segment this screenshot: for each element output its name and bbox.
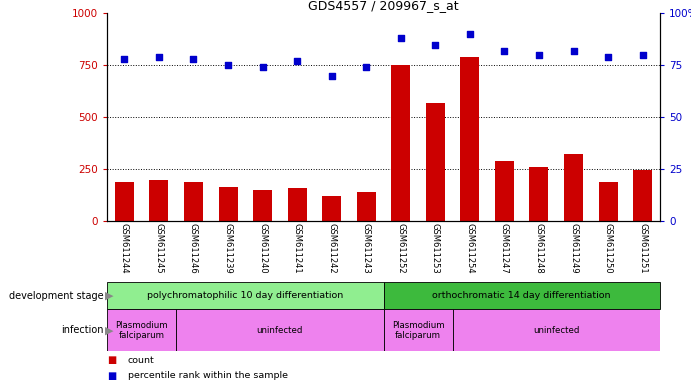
Bar (149, 180, 169, 221)
Bar (115, 182, 134, 221)
Text: GSM611246: GSM611246 (189, 223, 198, 273)
Text: GSM611251: GSM611251 (638, 223, 647, 273)
Text: GSM611244: GSM611244 (120, 223, 129, 273)
Text: GSM611253: GSM611253 (430, 223, 440, 273)
Bar (453, 309, 660, 351)
Text: ▶: ▶ (105, 325, 113, 335)
Bar (495, 161, 514, 221)
Point (395, 35, 406, 41)
Point (257, 64, 268, 70)
Bar (529, 167, 549, 221)
Text: development stage: development stage (9, 291, 104, 301)
Bar (322, 196, 341, 221)
Bar (357, 192, 376, 221)
Bar (107, 282, 384, 309)
Bar (564, 154, 583, 221)
Point (603, 54, 614, 60)
Bar (384, 309, 453, 351)
Text: GSM611242: GSM611242 (327, 223, 337, 273)
Point (430, 41, 441, 48)
Point (637, 52, 648, 58)
Point (292, 58, 303, 64)
Point (464, 31, 475, 37)
Point (361, 64, 372, 70)
Bar (460, 57, 480, 221)
Bar (218, 187, 238, 221)
Title: GDS4557 / 209967_s_at: GDS4557 / 209967_s_at (308, 0, 459, 12)
Bar (287, 188, 307, 221)
Text: orthochromatic 14 day differentiation: orthochromatic 14 day differentiation (433, 291, 611, 300)
Bar (426, 103, 445, 221)
Text: ■: ■ (107, 371, 116, 381)
Bar (633, 170, 652, 221)
Text: GSM611239: GSM611239 (223, 223, 233, 273)
Point (499, 48, 510, 54)
Text: count: count (128, 356, 155, 365)
Bar (184, 182, 203, 221)
Text: percentile rank within the sample: percentile rank within the sample (128, 371, 288, 380)
Point (188, 56, 199, 62)
Bar (107, 309, 176, 351)
Point (223, 62, 234, 68)
Bar (598, 182, 618, 221)
Bar (384, 282, 660, 309)
Point (568, 48, 579, 54)
Point (326, 73, 337, 79)
Text: uninfected: uninfected (256, 326, 303, 335)
Text: uninfected: uninfected (533, 326, 580, 335)
Text: GSM611241: GSM611241 (292, 223, 302, 273)
Bar (176, 309, 384, 351)
Text: polychromatophilic 10 day differentiation: polychromatophilic 10 day differentiatio… (147, 291, 343, 300)
Text: GSM611243: GSM611243 (361, 223, 371, 273)
Bar (253, 190, 272, 221)
Text: GSM611240: GSM611240 (258, 223, 267, 273)
Text: ■: ■ (107, 355, 116, 365)
Point (533, 52, 545, 58)
Text: GSM611247: GSM611247 (500, 223, 509, 273)
Text: GSM611254: GSM611254 (465, 223, 475, 273)
Text: GSM611249: GSM611249 (569, 223, 578, 273)
Point (153, 54, 164, 60)
Text: Plasmodium
falciparum: Plasmodium falciparum (115, 321, 168, 340)
Text: GSM611252: GSM611252 (396, 223, 406, 273)
Text: Plasmodium
falciparum: Plasmodium falciparum (392, 321, 444, 340)
Text: GSM611248: GSM611248 (534, 223, 544, 273)
Text: GSM611250: GSM611250 (603, 223, 613, 273)
Text: infection: infection (61, 325, 104, 335)
Text: GSM611245: GSM611245 (154, 223, 164, 273)
Text: ▶: ▶ (105, 291, 113, 301)
Bar (391, 65, 410, 221)
Point (119, 56, 130, 62)
